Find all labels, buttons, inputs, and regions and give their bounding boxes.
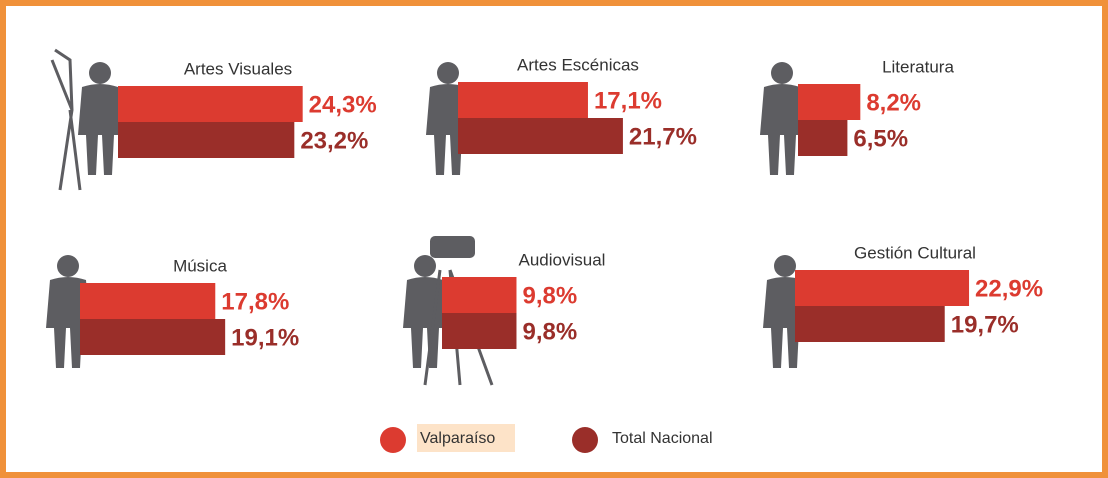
value-label: 6,5% [853,125,908,152]
bar [798,120,848,156]
value-label: 8,2% [866,89,921,116]
bar [118,86,303,122]
value-label: 19,7% [951,311,1019,338]
legend-label: Total Nacional [612,430,713,447]
bar [458,118,623,154]
legend-swatch [572,427,598,453]
value-label: 17,8% [221,288,289,315]
value-label: 23,2% [300,127,368,154]
value-label: 24,3% [309,91,377,118]
legend-highlight [417,424,515,452]
category-label: Música [173,256,227,275]
legend-label: Valparaíso [420,430,495,447]
legend-swatch [380,427,406,453]
value-label: 21,7% [629,123,697,150]
bar [798,84,861,120]
bar [795,270,970,306]
bar [80,319,226,355]
bar [442,277,517,313]
value-label: 19,1% [231,324,299,351]
bar [442,313,517,349]
bar [118,122,295,158]
value-label: 9,8% [522,318,577,345]
category-label: Literatura [882,57,954,76]
category-label: Artes Escénicas [517,55,639,74]
category-label: Audiovisual [519,250,606,269]
value-label: 22,9% [975,275,1043,302]
value-label: 17,1% [594,87,662,114]
bar [80,283,216,319]
category-label: Gestión Cultural [854,243,976,262]
bar [458,82,588,118]
value-label: 9,8% [522,282,577,309]
bar [795,306,945,342]
category-label: Artes Visuales [184,59,292,78]
